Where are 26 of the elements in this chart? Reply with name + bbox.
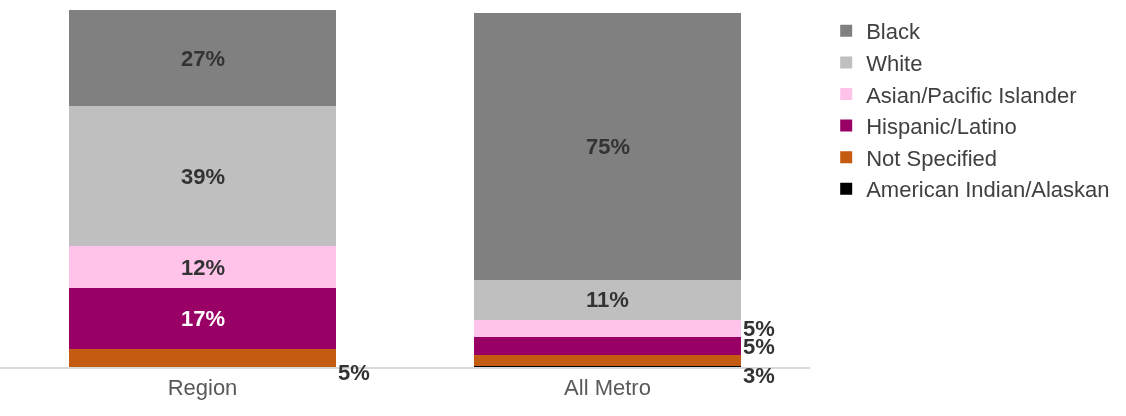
bar xyxy=(473,337,742,356)
data-label: 11% xyxy=(586,287,629,312)
data-label: 17% xyxy=(181,306,226,331)
x-tick-label: All Metro xyxy=(564,375,651,401)
bar xyxy=(473,355,742,366)
legend-label: Black xyxy=(866,19,921,45)
data-label: 3% xyxy=(743,363,775,388)
data-label: 27% xyxy=(181,46,226,71)
x-tick-label: Region xyxy=(167,375,238,401)
data-label: 39% xyxy=(181,164,226,189)
bar xyxy=(473,12,742,281)
bar xyxy=(68,106,337,246)
legend-label: Hispanic/Latino xyxy=(866,114,1017,140)
legend-label: Asian/Pacific Islander xyxy=(866,82,1077,108)
legend-label: Not Specified xyxy=(866,145,998,171)
bar xyxy=(473,319,742,338)
bar xyxy=(68,288,337,350)
data-label: 75% xyxy=(586,134,631,159)
bar xyxy=(473,280,742,320)
legend-label: White xyxy=(866,50,923,76)
data-label: 12% xyxy=(181,255,226,280)
bar xyxy=(68,349,337,367)
bar xyxy=(68,245,337,289)
legend-label: American Indian/Alaskan xyxy=(866,177,1110,203)
data-label: 5% xyxy=(338,360,370,385)
bar xyxy=(68,10,337,107)
